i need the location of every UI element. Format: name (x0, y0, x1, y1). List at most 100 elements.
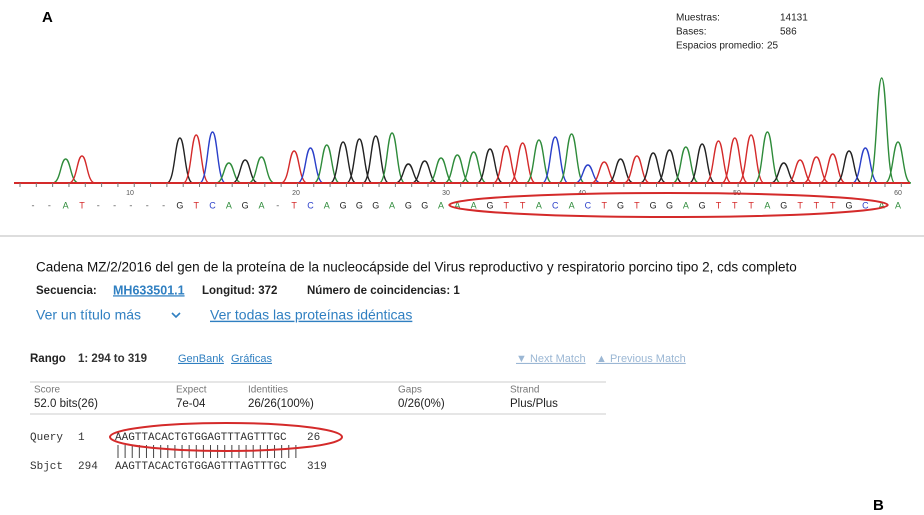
base-call: T (797, 200, 803, 210)
base-call: A (569, 200, 575, 210)
base-call: A (764, 200, 770, 210)
trace-peak (753, 131, 782, 184)
base-call: G (846, 200, 853, 210)
base-call: G (699, 200, 706, 210)
graphics-link[interactable]: Gráficas (231, 353, 272, 365)
info-value: 25 (767, 41, 779, 52)
base-call: - (32, 200, 35, 210)
base-call: T (520, 200, 526, 210)
base-call: T (601, 200, 607, 210)
query-text: 26 (307, 432, 320, 444)
trace-peak (460, 151, 487, 184)
accession-link[interactable]: MH633501.1 (113, 283, 185, 297)
result-title: Cadena MZ/2/2016 del gen de la proteína … (36, 260, 797, 275)
trace-peak (656, 149, 683, 184)
trace-peak (280, 150, 308, 184)
next-match[interactable]: ▼ Next Match (516, 353, 586, 365)
base-call: A (63, 200, 69, 210)
trace-peak (639, 152, 667, 184)
sbjct-text: AAGTTACACTGTGGAGTTTAGTTTGC (115, 461, 287, 473)
query-text: Query (30, 432, 63, 444)
trace-peak (166, 137, 194, 184)
base-call: - (48, 200, 51, 210)
base-call: T (716, 200, 722, 210)
base-call: T (748, 200, 754, 210)
stats-value: Plus/Plus (510, 398, 558, 410)
position-label: 30 (442, 190, 450, 197)
base-call: A (258, 200, 264, 210)
stats-value: 7e-04 (176, 398, 206, 410)
sbjct-text: 294 (78, 461, 98, 473)
info-label: Bases: (676, 27, 707, 38)
trace-peak (329, 141, 357, 184)
base-call: T (291, 200, 297, 210)
base-call: T (193, 200, 199, 210)
base-call: C (307, 200, 314, 210)
base-call: - (146, 200, 149, 210)
base-call: G (666, 200, 673, 210)
base-call: A (879, 200, 885, 210)
stats-header: Score (34, 385, 61, 396)
trace-peak (672, 146, 700, 184)
base-call: T (732, 200, 738, 210)
sequence-label: Secuencia: (36, 285, 97, 297)
base-call: G (486, 200, 493, 210)
base-call: T (814, 200, 820, 210)
base-call: - (113, 200, 116, 210)
trace-peak (623, 155, 651, 184)
trace-peak (182, 134, 210, 184)
base-call: A (536, 200, 542, 210)
base-call: G (356, 200, 363, 210)
trace-peak (427, 157, 455, 184)
matches: Número de coincidencias: 1 (307, 285, 460, 297)
trace-peak (835, 150, 863, 184)
more-titles-link[interactable]: Ver un título más (36, 307, 141, 323)
trace-peak (803, 156, 830, 184)
base-call: - (97, 200, 100, 210)
stats-value: 52.0 bits(26) (34, 398, 98, 410)
trace-peak (786, 159, 814, 184)
trace-peak (476, 148, 504, 184)
trace-peak (346, 138, 373, 184)
position-label: 60 (894, 190, 902, 197)
trace-peak (444, 154, 471, 184)
trace-peak (868, 77, 896, 184)
stats-value: 0/26(0%) (398, 398, 445, 410)
base-call: G (421, 200, 428, 210)
trace-peak (852, 147, 879, 184)
trace-peak (557, 133, 586, 184)
identical-link[interactable]: Ver todas las proteínas idénticas (210, 307, 412, 323)
base-call: - (129, 200, 132, 210)
info-label: Muestras: (676, 13, 720, 24)
trace-peak (52, 158, 79, 184)
base-call: C (552, 200, 559, 210)
info-value: 14131 (780, 13, 808, 24)
base-call: A (226, 200, 232, 210)
previous-match[interactable]: ▲ Previous Match (596, 353, 686, 365)
trace-peak (411, 160, 438, 184)
trace-peak (541, 136, 569, 184)
trace-peak (819, 153, 846, 184)
base-call: A (471, 200, 477, 210)
trace-peak (313, 144, 341, 184)
trace-peak (198, 131, 227, 184)
stats-header: Strand (510, 385, 539, 396)
range-label: Rango (30, 353, 66, 365)
info-label: Espacios promedio: (676, 41, 764, 52)
base-call: C (209, 200, 216, 210)
base-call: G (780, 200, 787, 210)
highlight-ellipse (448, 192, 889, 218)
chevron[interactable] (171, 312, 181, 319)
trace-peak (68, 155, 96, 184)
sbjct-text: Sbjct (30, 461, 63, 473)
base-call: A (389, 200, 395, 210)
trace-peak (362, 135, 390, 184)
base-call: G (176, 200, 183, 210)
position-label: 20 (292, 190, 300, 197)
sbjct-text: 319 (307, 461, 327, 473)
genbank-link[interactable]: GenBank (178, 353, 224, 365)
base-call: C (585, 200, 592, 210)
base-call: A (683, 200, 689, 210)
base-call: G (650, 200, 657, 210)
